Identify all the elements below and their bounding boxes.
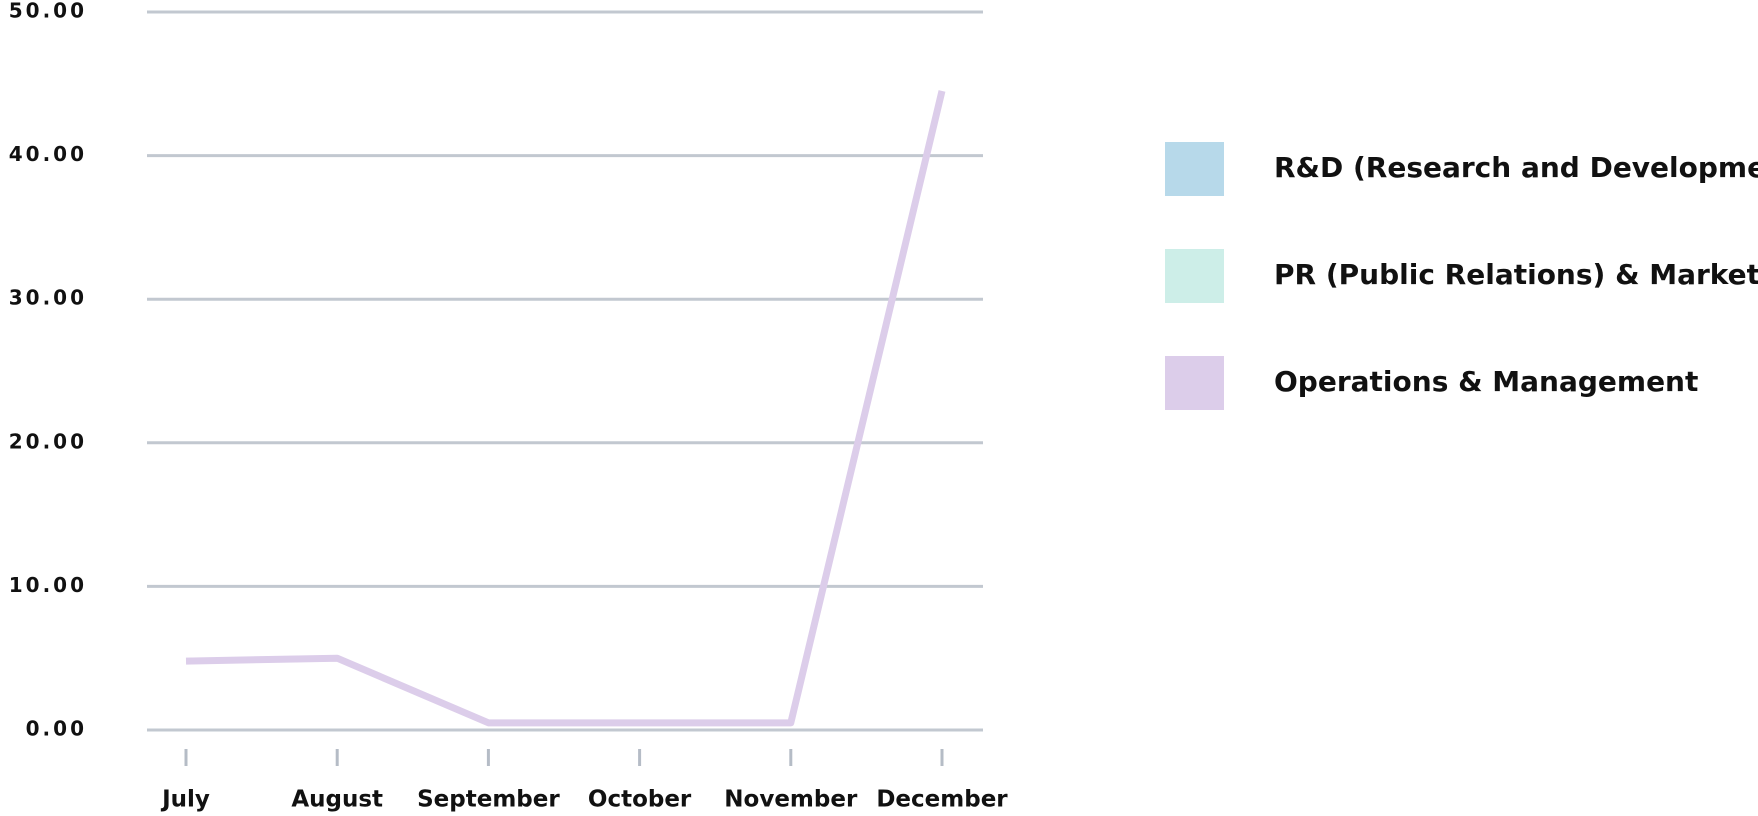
x-tick-label: September [417,787,560,813]
x-tick-label: October [588,787,692,813]
y-tick-label: 0.00 [26,717,87,741]
x-tick-label: November [724,787,858,813]
y-tick-label: 50.00 [9,0,87,23]
x-tick-label: August [291,787,383,813]
legend-swatch [1165,142,1224,196]
y-tick-label: 40.00 [9,142,87,166]
legend-swatch [1165,356,1224,410]
legend-label: PR (Public Relations) & Marketing [1274,258,1758,291]
line-series [185,90,946,727]
x-tick-label: December [876,787,1008,813]
x-tick-label: July [160,787,210,813]
y-tick-label: 20.00 [9,429,87,453]
legend-label: Operations & Management [1274,365,1698,398]
legend-swatch [1165,249,1224,303]
y-tick-label: 10.00 [9,573,87,597]
legend-label: R&D (Research and Development) [1274,151,1758,184]
y-tick-label: 30.00 [9,286,87,310]
